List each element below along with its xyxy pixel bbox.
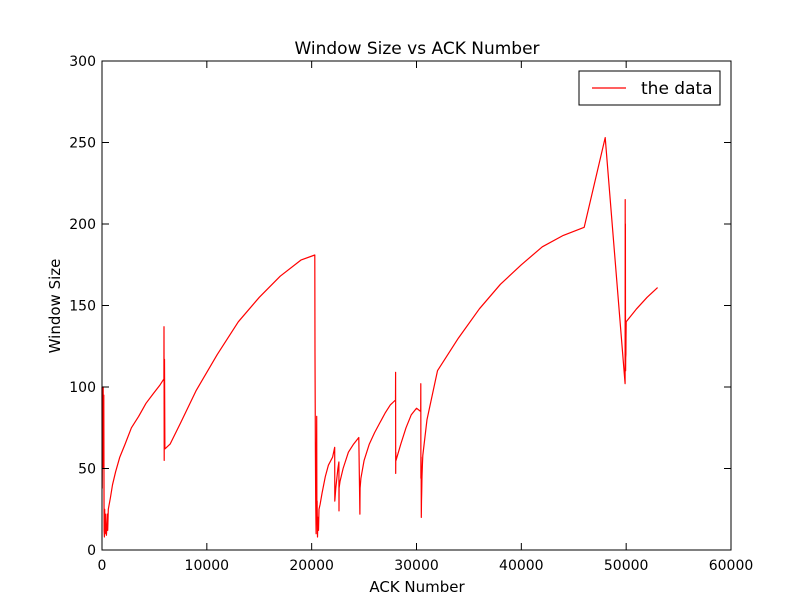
y-tick-label: 250 [69,136,96,152]
y-tick-label: 200 [69,217,96,233]
x-axis-label: ACK Number [369,578,465,596]
y-tick-label: 300 [69,54,96,70]
chart-title: Window Size vs ACK Number [294,39,539,59]
y-tick-label: 50 [78,462,96,478]
legend-entry-label: the data [641,79,713,99]
series-line-0 [101,137,659,538]
x-tick-label: 10000 [185,558,230,574]
x-tick-label: 20000 [289,558,334,574]
y-axis-label: Window Size [46,259,64,354]
x-tick-label: 30000 [394,558,439,574]
y-tick-label: 100 [69,380,96,396]
x-tick-label: 0 [98,558,107,574]
y-tick-label: 150 [69,299,96,315]
x-tick-label: 50000 [604,558,649,574]
legend: the data [578,70,721,106]
x-tick-label: 40000 [499,558,544,574]
plot-area: 0 10000 20000 30000 40000 50000 60000 0 50 100 150… [69,54,753,574]
y-tick-label: 0 [87,543,96,559]
x-tick-label: 60000 [709,558,754,574]
